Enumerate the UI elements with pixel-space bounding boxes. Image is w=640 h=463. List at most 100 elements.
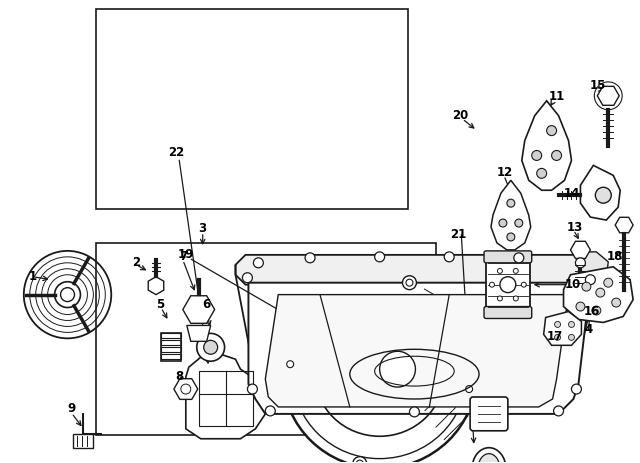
Circle shape <box>499 219 507 227</box>
Polygon shape <box>522 101 572 190</box>
Text: 2: 2 <box>132 257 140 269</box>
Circle shape <box>522 282 526 287</box>
Polygon shape <box>236 255 598 285</box>
Circle shape <box>513 296 518 301</box>
Circle shape <box>196 333 225 361</box>
Circle shape <box>568 321 575 327</box>
Circle shape <box>604 278 612 287</box>
Bar <box>161 354 181 359</box>
Text: 4: 4 <box>584 323 593 336</box>
Circle shape <box>282 356 298 372</box>
Circle shape <box>555 334 561 340</box>
Polygon shape <box>564 267 633 322</box>
Text: 11: 11 <box>548 90 564 103</box>
Polygon shape <box>491 180 531 250</box>
Circle shape <box>461 381 477 397</box>
Bar <box>74 434 93 448</box>
Bar <box>161 333 181 361</box>
Ellipse shape <box>478 454 500 463</box>
Circle shape <box>243 273 252 283</box>
Circle shape <box>497 296 502 301</box>
Polygon shape <box>266 294 568 407</box>
Ellipse shape <box>283 280 477 463</box>
Bar <box>96 243 436 435</box>
Circle shape <box>353 457 367 463</box>
Polygon shape <box>186 354 266 439</box>
Circle shape <box>592 306 601 315</box>
Polygon shape <box>543 312 581 345</box>
Polygon shape <box>580 252 608 286</box>
Polygon shape <box>248 283 590 414</box>
Text: 7: 7 <box>179 250 187 263</box>
Circle shape <box>537 169 547 178</box>
Circle shape <box>204 340 218 354</box>
Circle shape <box>552 150 561 160</box>
Circle shape <box>572 384 581 394</box>
Circle shape <box>547 125 557 136</box>
Text: 15: 15 <box>590 79 607 93</box>
Circle shape <box>406 279 413 286</box>
Text: 20: 20 <box>452 109 468 122</box>
Circle shape <box>568 334 575 340</box>
Circle shape <box>500 277 516 293</box>
Circle shape <box>266 406 275 416</box>
Circle shape <box>513 269 518 273</box>
Circle shape <box>595 187 611 203</box>
Text: 3: 3 <box>198 221 207 235</box>
Circle shape <box>54 282 81 307</box>
FancyBboxPatch shape <box>484 307 532 319</box>
Circle shape <box>356 460 364 463</box>
Text: 22: 22 <box>168 146 184 159</box>
Circle shape <box>582 282 591 291</box>
Circle shape <box>514 253 524 263</box>
Circle shape <box>248 384 257 394</box>
Polygon shape <box>187 325 211 341</box>
Text: 9: 9 <box>67 402 76 415</box>
Bar <box>486 257 530 313</box>
Bar <box>96 9 408 209</box>
Text: 12: 12 <box>497 166 513 179</box>
Circle shape <box>497 269 502 273</box>
Text: 6: 6 <box>202 298 211 311</box>
Circle shape <box>253 258 263 268</box>
Bar <box>199 371 253 426</box>
Ellipse shape <box>472 448 506 463</box>
Text: 19: 19 <box>178 248 194 261</box>
Circle shape <box>380 351 415 387</box>
Circle shape <box>575 258 586 268</box>
Circle shape <box>466 386 472 393</box>
Text: 16: 16 <box>584 305 600 318</box>
Bar <box>161 347 181 352</box>
Circle shape <box>444 252 454 262</box>
Circle shape <box>586 275 595 285</box>
Circle shape <box>576 302 585 311</box>
Text: 17: 17 <box>547 330 563 343</box>
Text: 21: 21 <box>450 228 467 242</box>
Circle shape <box>181 384 191 394</box>
Bar <box>161 340 181 345</box>
Circle shape <box>490 282 495 287</box>
Circle shape <box>596 288 605 297</box>
Circle shape <box>374 252 385 262</box>
Bar <box>161 333 181 338</box>
Text: 13: 13 <box>566 220 582 233</box>
Text: 10: 10 <box>564 278 580 291</box>
FancyBboxPatch shape <box>470 397 508 431</box>
Circle shape <box>410 407 419 417</box>
Text: 18: 18 <box>607 250 623 263</box>
Circle shape <box>61 288 74 301</box>
Circle shape <box>305 253 315 263</box>
Circle shape <box>532 150 541 160</box>
Circle shape <box>403 276 417 290</box>
Circle shape <box>555 321 561 327</box>
Text: 8: 8 <box>176 369 184 382</box>
Text: 5: 5 <box>156 298 164 311</box>
Circle shape <box>515 219 523 227</box>
FancyBboxPatch shape <box>484 251 532 263</box>
Text: 14: 14 <box>563 187 580 200</box>
Circle shape <box>507 199 515 207</box>
Circle shape <box>554 406 564 416</box>
Polygon shape <box>580 165 620 220</box>
Circle shape <box>507 233 515 241</box>
Circle shape <box>287 361 294 368</box>
